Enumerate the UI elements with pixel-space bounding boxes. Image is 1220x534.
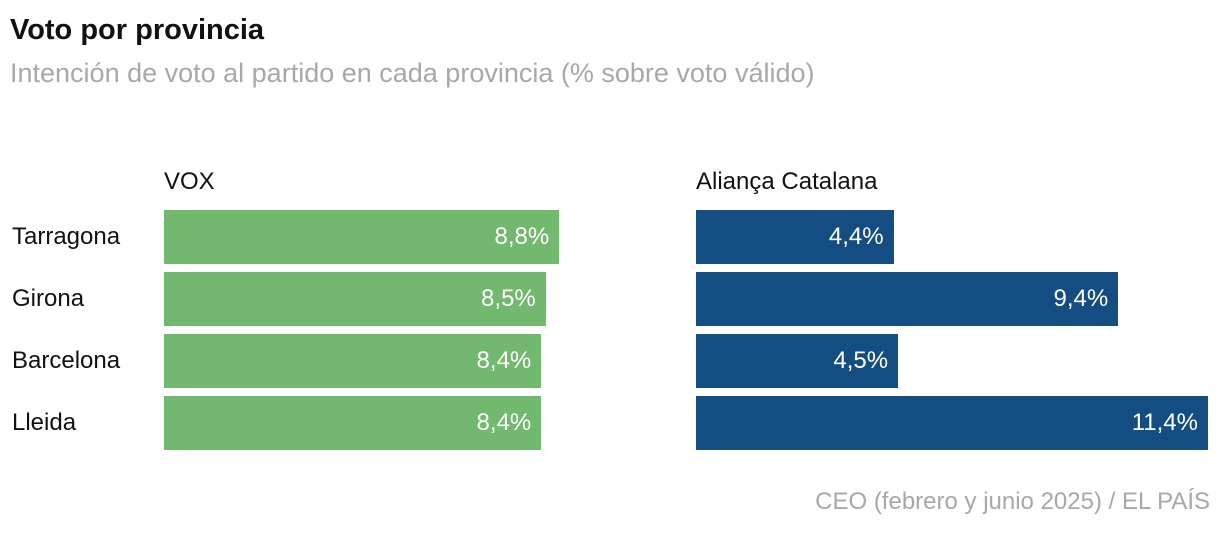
bar: 8,8% <box>164 210 560 264</box>
category-label: Tarragona <box>12 223 121 250</box>
bar: 4,4% <box>696 210 894 264</box>
bar: 4,5% <box>696 334 899 388</box>
chart-title: Voto por provincia <box>10 14 265 46</box>
category-label: Girona <box>12 285 85 312</box>
data-label: 11,4% <box>1131 409 1198 436</box>
bar: 9,4% <box>696 272 1119 326</box>
bar: 8,5% <box>164 272 546 326</box>
category-label: Barcelona <box>12 347 121 374</box>
data-label: 8,5% <box>481 285 536 312</box>
data-label: 8,4% <box>476 347 532 374</box>
data-label: 8,8% <box>494 223 550 250</box>
category-label: Lleida <box>12 409 77 436</box>
data-label: 9,4% <box>1053 285 1109 312</box>
bar: 11,4% <box>696 396 1208 450</box>
source-note: CEO (febrero y junio 2025) / EL PAÍS <box>815 488 1210 515</box>
data-label: 4,4% <box>828 223 884 250</box>
data-label: 4,5% <box>833 347 889 374</box>
data-label: 8,4% <box>476 409 532 436</box>
bar: 8,4% <box>164 396 542 450</box>
bar: 8,4% <box>164 334 542 388</box>
series-label: Aliança Catalana <box>696 168 878 195</box>
series-label: VOX <box>164 168 215 195</box>
chart-subtitle: Intención de voto al partido en cada pro… <box>10 58 815 88</box>
